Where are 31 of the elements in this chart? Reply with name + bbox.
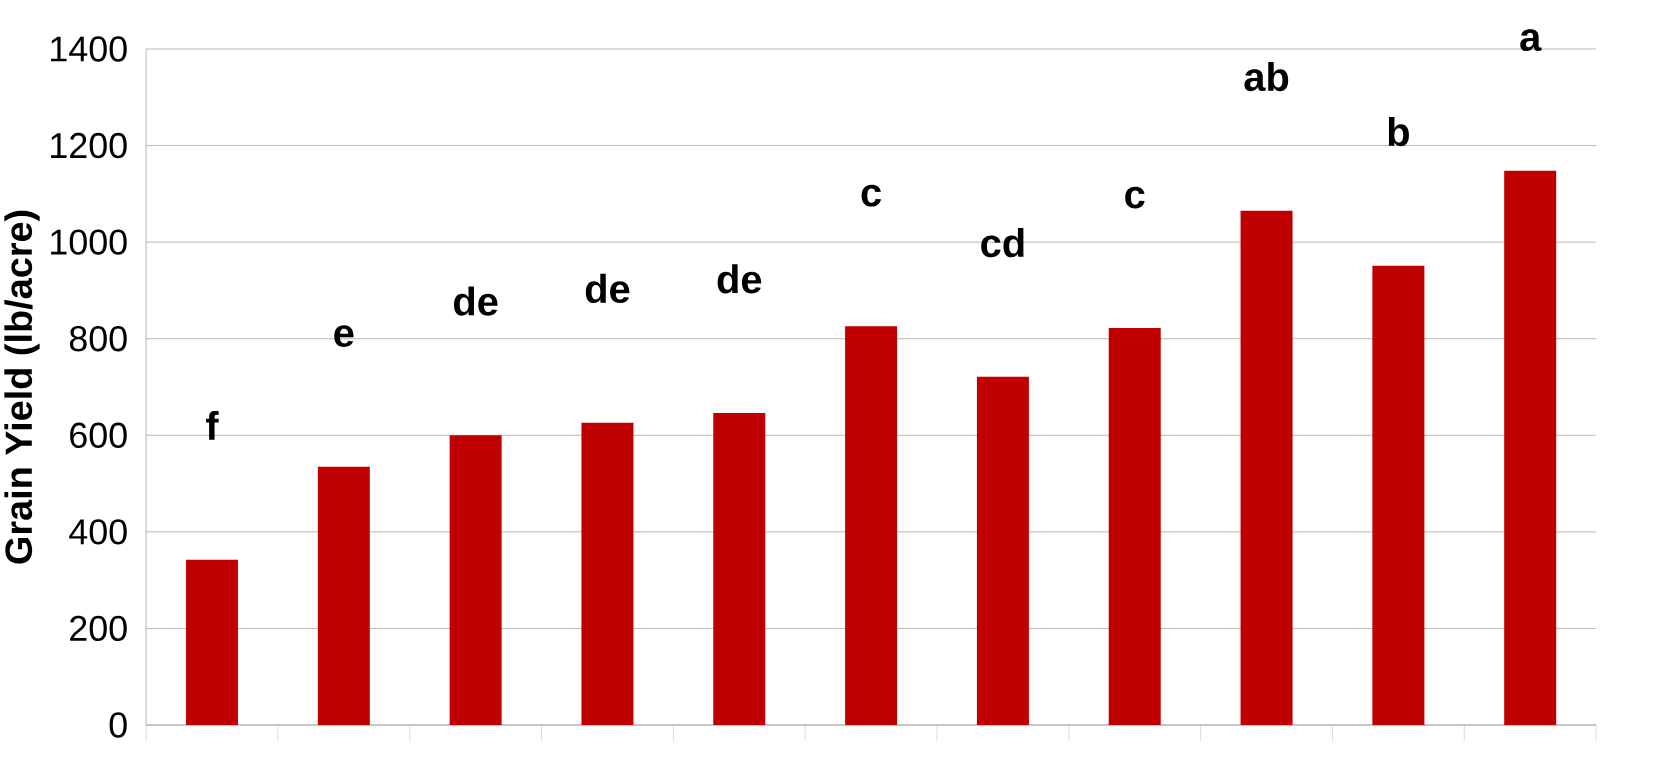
bar bbox=[581, 422, 634, 725]
annotation: cd bbox=[981, 227, 1024, 258]
annotation: f bbox=[206, 410, 219, 440]
annotation: de bbox=[717, 264, 762, 294]
bar bbox=[713, 413, 766, 725]
y-tick-label: 800 bbox=[69, 326, 127, 352]
annotation: ab bbox=[1244, 61, 1289, 92]
y-tick-label: 400 bbox=[69, 519, 127, 545]
bar bbox=[845, 326, 898, 725]
bar bbox=[1240, 210, 1293, 725]
annotation: b bbox=[1388, 116, 1409, 147]
bar bbox=[1108, 328, 1161, 725]
bar bbox=[186, 559, 238, 725]
bar bbox=[317, 466, 370, 725]
annotation: de bbox=[454, 286, 498, 316]
annotation: e bbox=[334, 325, 354, 348]
y-tick-label: 1000 bbox=[51, 229, 127, 255]
y-tick-label: 200 bbox=[70, 615, 127, 642]
annotation: de bbox=[585, 273, 630, 304]
annotation: c bbox=[1125, 186, 1145, 209]
y-tick-label: 600 bbox=[70, 422, 127, 448]
bar bbox=[449, 435, 502, 725]
bar bbox=[1504, 170, 1557, 725]
annotation: a bbox=[1520, 29, 1542, 52]
y-axis-title: Grain Yield (lb/acre) bbox=[4, 210, 40, 564]
bar bbox=[976, 376, 1029, 725]
y-tick-label: 0 bbox=[109, 712, 127, 738]
y-tick-label: 1200 bbox=[51, 132, 127, 159]
y-tick-label: 1400 bbox=[51, 36, 127, 62]
bar bbox=[1372, 265, 1425, 725]
annotation: c bbox=[861, 184, 882, 207]
